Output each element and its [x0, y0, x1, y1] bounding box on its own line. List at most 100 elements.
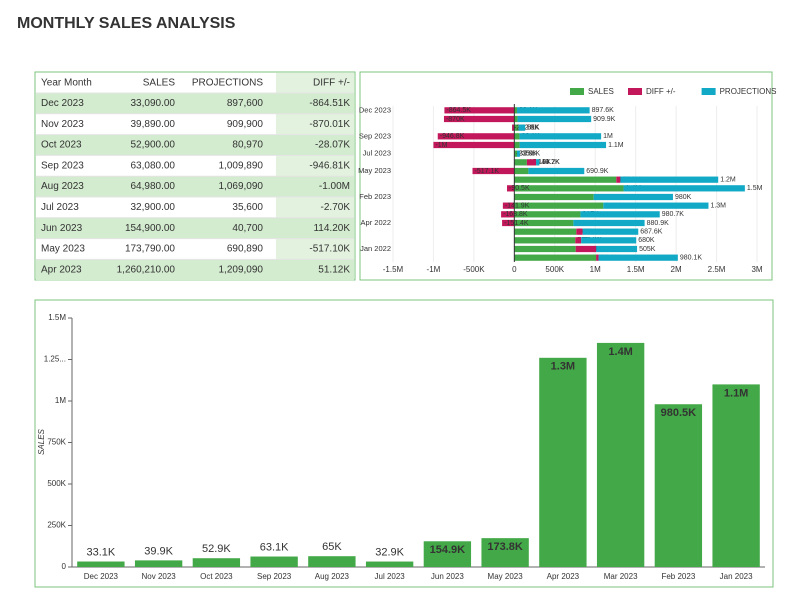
y-tick-label: 1M: [55, 396, 66, 405]
table-cell: 51.12K: [318, 264, 350, 275]
row-stripe: [36, 93, 354, 114]
x-tick-label: -500K: [463, 265, 485, 274]
x-tick-label: 0: [512, 265, 517, 274]
table-cell: 1,069,090: [219, 181, 264, 192]
data-label: 680K: [638, 237, 655, 244]
data-label: 980K: [675, 194, 692, 201]
data-label: 980.5K: [661, 407, 697, 419]
data-label: 32.9K: [519, 151, 538, 158]
bar-segment: [507, 185, 515, 192]
bar: [77, 561, 125, 567]
data-label: 65K: [322, 541, 342, 553]
bar: [250, 556, 298, 567]
x-tick-label: Oct 2023: [200, 572, 233, 581]
table-cell: Jun 2023: [41, 223, 83, 234]
bar-segment: [514, 159, 527, 166]
data-label: 173.8K: [487, 541, 523, 553]
bar: [539, 357, 587, 567]
bar-segment: [512, 124, 515, 131]
table-cell: 897,600: [227, 98, 264, 109]
data-label: 897.6K: [592, 107, 615, 114]
table-cell: 114.20K: [313, 223, 350, 234]
table-cell: Sep 2023: [41, 160, 84, 171]
table-cell: -946.81K: [309, 160, 350, 171]
data-label: -141.9K: [505, 203, 530, 210]
x-tick-label: 3M: [751, 265, 762, 274]
data-label: 154.9K: [430, 544, 466, 556]
data-label: 687.6K: [640, 229, 663, 236]
legend-swatch: [570, 88, 584, 95]
bar: [308, 556, 356, 567]
table-cell: 40,700: [232, 223, 263, 234]
x-tick-label: Apr 2023: [547, 572, 580, 581]
data-label: 505K: [639, 246, 656, 253]
y-tick-label: 1.25...: [44, 355, 66, 364]
data-label: 909.9K: [593, 116, 616, 123]
data-label: 40.7K: [541, 159, 560, 166]
bar-segment: [519, 141, 607, 149]
row-stripe: [36, 217, 354, 239]
data-label: 32.9K: [375, 546, 404, 558]
y-tick-label: 500K: [47, 479, 66, 488]
table-cell: 80,970: [232, 140, 263, 151]
table-cell: -1.00M: [319, 181, 350, 192]
bar-segment: [514, 141, 520, 149]
legend-label: PROJECTIONS: [720, 87, 777, 96]
table-cell: 1,209,090: [219, 264, 264, 275]
bar-segment: [514, 193, 594, 201]
y-tick-label: Sep 2023: [359, 131, 391, 140]
table-cell: Apr 2023: [41, 264, 82, 275]
data-label: 1.1M: [724, 387, 748, 399]
bar: [192, 558, 241, 567]
table-cell: 32,900.00: [131, 202, 176, 213]
x-tick-label: May 2023: [488, 572, 524, 581]
x-tick-label: Nov 2023: [142, 572, 177, 581]
y-tick-label: 1.5M: [48, 313, 66, 322]
column-header: SALES: [143, 78, 176, 89]
bar-segment: [443, 115, 515, 123]
hbar-panel: [359, 71, 773, 281]
bar-segment: [514, 150, 517, 157]
bar-segment: [501, 211, 515, 218]
bar-segment: [516, 150, 520, 157]
bar: [596, 342, 645, 567]
table-cell: 1,260,210.00: [117, 264, 176, 275]
x-tick-label: Sep 2023: [257, 572, 292, 581]
table-cell: Nov 2023: [41, 119, 84, 130]
bar-segment: [575, 245, 597, 253]
data-label: 52.9K: [521, 125, 540, 132]
bar-segment: [526, 159, 537, 166]
table-cell: 33,090.00: [131, 98, 176, 109]
data-label: 1.2M: [720, 177, 736, 184]
y-tick-label: Feb 2023: [359, 192, 391, 201]
data-label: 81K: [527, 125, 540, 132]
data-label: 154.9K: [529, 159, 552, 166]
y-tick-label: Jul 2023: [363, 149, 391, 158]
data-label: -1M: [435, 142, 447, 149]
column-header: Year Month: [41, 78, 92, 89]
table-cell: Dec 2023: [41, 98, 84, 109]
data-label: 114.2K: [538, 159, 560, 166]
bar-segment: [576, 228, 583, 235]
data-label: -870K: [446, 116, 465, 123]
bar-segment: [519, 133, 602, 140]
table-cell: -517.10K: [309, 244, 350, 255]
table-cell: 39,890.00: [131, 119, 176, 130]
y-tick-label: May 2023: [358, 166, 391, 175]
bar-segment: [502, 202, 515, 209]
legend-label: DIFF +/-: [646, 87, 676, 96]
x-tick-label: Jun 2023: [431, 572, 464, 581]
bar-segment: [472, 167, 515, 175]
bar-segment: [514, 176, 617, 183]
table-cell: 63,080.00: [131, 160, 176, 171]
bar-segment: [514, 167, 529, 175]
table-cell: 154,900.00: [125, 223, 175, 234]
data-label: 980.7K: [662, 211, 685, 218]
legend-swatch: [628, 88, 642, 95]
table-cell: 1,009,890: [219, 160, 264, 171]
bar-segment: [582, 228, 639, 235]
table-cell: -2.70K: [321, 202, 351, 213]
bar-segment: [596, 254, 599, 261]
bar-segment: [437, 133, 515, 140]
bar-segment: [514, 228, 577, 235]
